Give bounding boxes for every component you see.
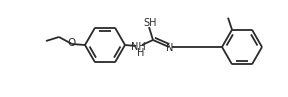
Text: O: O — [67, 38, 76, 48]
Text: SH: SH — [143, 18, 157, 28]
Text: H: H — [137, 48, 145, 58]
Text: NH: NH — [131, 42, 145, 52]
Text: N: N — [166, 43, 174, 53]
